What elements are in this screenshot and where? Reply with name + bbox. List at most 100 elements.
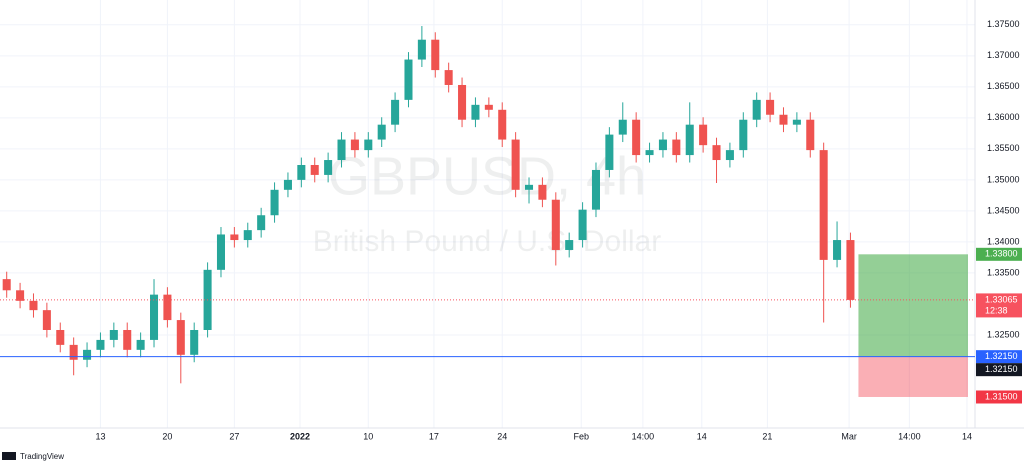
candle-body — [69, 344, 78, 360]
candle-body — [712, 145, 721, 161]
y-tick-label: 1.35500 — [987, 143, 1020, 153]
brand-logo — [2, 452, 16, 460]
candle-body — [792, 119, 801, 125]
candle-body — [163, 294, 172, 321]
candle-body — [444, 70, 453, 85]
candle-body — [337, 139, 346, 161]
candle-body — [150, 294, 159, 340]
y-tick-label: 1.34000 — [987, 236, 1020, 246]
candle-body — [417, 39, 426, 60]
y-tick-label: 1.37500 — [987, 19, 1020, 29]
candle-body — [525, 184, 534, 190]
candle-body — [739, 119, 748, 151]
countdown: 12:38 — [985, 305, 1008, 315]
current-price-tag — [976, 293, 1022, 318]
candle-body — [672, 139, 681, 156]
candle-body — [766, 99, 775, 115]
candle-body — [377, 124, 386, 140]
candle-body — [725, 150, 734, 161]
x-tick-label: 24 — [497, 431, 507, 441]
x-tick-label: 21 — [762, 431, 772, 441]
candle-body — [176, 320, 185, 355]
x-tick-label: 27 — [229, 431, 239, 441]
x-tick-label: 2022 — [290, 431, 310, 441]
candle-body — [779, 114, 788, 125]
candle-body — [685, 124, 694, 156]
stop-label: 1.31500 — [985, 391, 1018, 401]
entry-tag — [976, 350, 1022, 364]
candle-body — [511, 139, 520, 190]
candle-body — [324, 160, 333, 175]
x-tick-label: 14 — [962, 431, 972, 441]
candle-body — [618, 119, 627, 135]
y-tick-label: 1.35000 — [987, 174, 1020, 184]
candle-body — [846, 240, 855, 300]
candle-body — [471, 104, 480, 120]
candle-body — [2, 279, 11, 291]
candle-body — [350, 139, 359, 151]
candle-body — [230, 234, 239, 241]
candle-body — [565, 240, 574, 250]
x-tick-label: 14 — [697, 431, 707, 441]
candle-body — [806, 119, 815, 151]
crosshair-tag — [976, 363, 1022, 377]
candle-body — [658, 139, 667, 151]
candle-body — [551, 199, 560, 250]
candle-body — [257, 215, 266, 231]
candle-body — [391, 99, 400, 125]
candle-body — [484, 104, 493, 110]
y-tick-label: 1.32500 — [987, 329, 1020, 339]
stop-tag — [976, 390, 1022, 404]
entry-label: 1.32150 — [985, 351, 1018, 361]
candle-body — [699, 124, 708, 146]
y-tick-label: 1.36000 — [987, 112, 1020, 122]
candle-body — [752, 99, 761, 120]
y-tick-label: 1.36500 — [987, 81, 1020, 91]
crosshair-label: 1.32150 — [985, 364, 1018, 374]
candle-body — [29, 300, 38, 311]
loss-zone — [858, 356, 968, 397]
candle-body — [283, 179, 292, 190]
current-price-label: 1.33065 — [985, 294, 1018, 304]
candle-body — [404, 59, 413, 100]
x-tick-label: 14:00 — [898, 431, 921, 441]
candle-body — [578, 209, 587, 241]
candle-body — [216, 234, 225, 270]
x-tick-label: 13 — [95, 431, 105, 441]
brand: TradingView — [20, 452, 64, 461]
candle-body — [431, 39, 440, 71]
y-tick-label: 1.33500 — [987, 267, 1020, 277]
candle-body — [83, 349, 92, 360]
x-tick-label: 10 — [363, 431, 373, 441]
target-label: 1.33800 — [985, 249, 1018, 259]
candle-body — [136, 339, 145, 350]
candle-body — [833, 240, 842, 260]
candle-body — [538, 184, 547, 200]
candle-body — [819, 150, 828, 260]
y-tick-label: 1.34500 — [987, 205, 1020, 215]
x-tick-label: Feb — [573, 431, 589, 441]
candle-body — [42, 310, 51, 330]
watermark-description: British Pound / U.S. Dollar — [313, 225, 661, 258]
candle-body — [498, 109, 507, 140]
x-tick-label: 17 — [429, 431, 439, 441]
candle-body — [123, 329, 132, 350]
candle-body — [190, 329, 199, 355]
candle-body — [605, 134, 614, 170]
candle-body — [243, 230, 252, 241]
candle-body — [109, 329, 118, 340]
candle-body — [270, 189, 279, 216]
y-tick-label: 1.37000 — [987, 50, 1020, 60]
x-tick-label: 20 — [162, 431, 172, 441]
x-tick-label: 14:00 — [632, 431, 655, 441]
candle-body — [56, 329, 65, 345]
candle-body — [645, 150, 654, 156]
candle-body — [364, 139, 373, 151]
candle-body — [16, 290, 25, 301]
profit-zone — [858, 254, 968, 357]
candle-body — [458, 84, 467, 120]
x-tick-label: Mar — [841, 431, 857, 441]
candle-body — [297, 164, 306, 180]
candle-body — [96, 339, 105, 350]
